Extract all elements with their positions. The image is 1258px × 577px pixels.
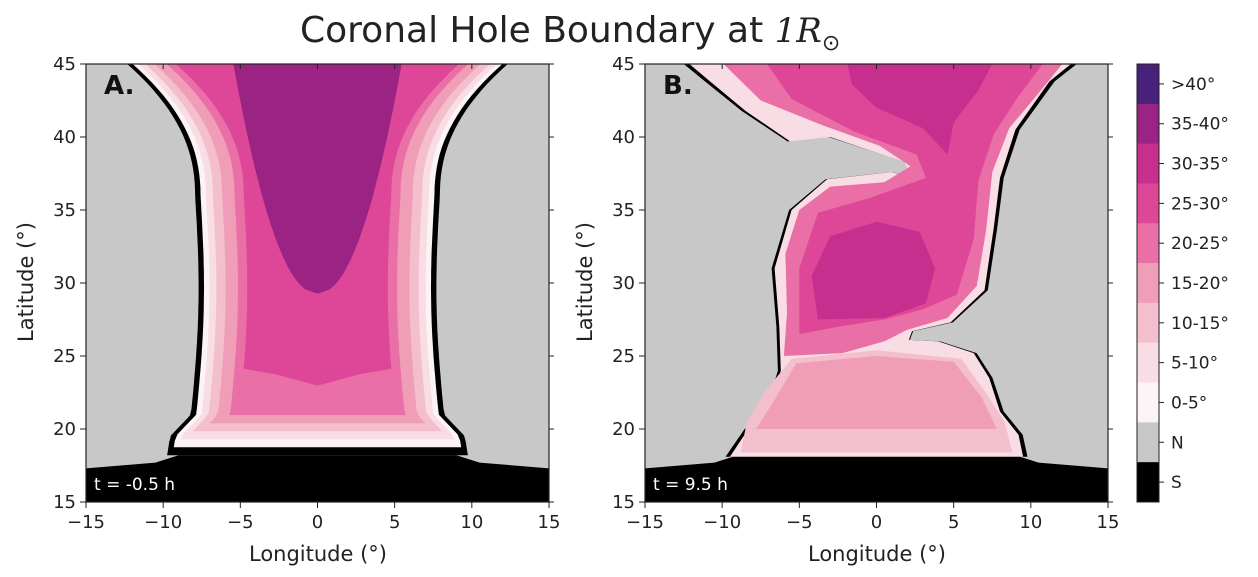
panel-b-xtick-label: 0 bbox=[871, 512, 882, 533]
panel-b-xtick-label: 15 bbox=[1097, 512, 1120, 533]
panel-b-ytick-label: 20 bbox=[612, 419, 635, 440]
colorbar-swatch bbox=[1137, 263, 1159, 304]
colorbar-label: 10-15° bbox=[1171, 314, 1229, 334]
panel-b-xtick-label: −15 bbox=[626, 512, 664, 533]
chart-title-math: 1R bbox=[775, 11, 822, 51]
panel-b-ytick-label: 35 bbox=[612, 200, 635, 221]
colorbar-label: 15-20° bbox=[1171, 274, 1229, 294]
colorbar-label: S bbox=[1171, 473, 1182, 493]
panel-a-plot-area: t = -0.5 h A. −15 −10 −5 0 5 10 15 15 20 25 30 35 40 45 bbox=[53, 54, 560, 533]
colorbar-label: 35-40° bbox=[1171, 115, 1229, 135]
colorbar-swatch bbox=[1137, 382, 1159, 423]
colorbar-label: 25-30° bbox=[1171, 194, 1229, 214]
panel-b-ytick-label: 45 bbox=[612, 54, 635, 75]
panel-b-field bbox=[645, 64, 1108, 502]
colorbar-label: 30-35° bbox=[1171, 155, 1229, 175]
panel-a-ytick-label: 40 bbox=[53, 127, 76, 148]
panel-b-xlabel: Longitude (°) bbox=[808, 542, 946, 566]
panel-a-xtick-label: 15 bbox=[538, 512, 561, 533]
panel-a-s-region bbox=[86, 455, 549, 502]
colorbar-swatch bbox=[1137, 342, 1159, 384]
panel-b-xtick-label: −5 bbox=[786, 512, 813, 533]
colorbar-frame bbox=[1136, 63, 1160, 503]
panel-a: Latitude (°) Longitude (°) t = -0.5 h A. −… bbox=[14, 54, 560, 566]
colorbar-swatch bbox=[1137, 302, 1159, 344]
panel-b-xtick-label: 10 bbox=[1019, 512, 1042, 533]
panel-a-ytick-label: 30 bbox=[53, 273, 76, 294]
panel-a-time-label: t = -0.5 h bbox=[94, 475, 175, 495]
chart-title: Coronal Hole Boundary at 1R⊙ bbox=[300, 10, 840, 56]
panel-b-ylabel: Latitude (°) bbox=[573, 222, 597, 342]
panel-a-ytick-label: 45 bbox=[53, 54, 76, 75]
colorbar-swatch bbox=[1137, 422, 1159, 463]
panel-b-band-15-20 bbox=[756, 356, 997, 429]
panel-a-xtick-label: −10 bbox=[144, 512, 182, 533]
panel-b-ytick-label: 40 bbox=[612, 127, 635, 148]
panel-a-xtick-label: 0 bbox=[312, 512, 323, 533]
panel-b-plot-area: t = 9.5 h B. −15 −10 −5 0 5 10 15 15 20 25 30 35 40 45 bbox=[612, 54, 1119, 533]
panel-b-ytick-label: 15 bbox=[612, 492, 635, 513]
panel-b-band-30-35-upper bbox=[847, 64, 993, 155]
panel-b-time-label: t = 9.5 h bbox=[653, 475, 728, 495]
panel-b: Latitude (°) Longitude (°) t = 9.5 h B. −1… bbox=[573, 54, 1119, 566]
colorbar-swatch bbox=[1137, 462, 1159, 503]
chart-title-text: Coronal Hole Boundary at bbox=[300, 10, 775, 51]
panel-a-ytick-label: 35 bbox=[53, 200, 76, 221]
colorbar-label: 20-25° bbox=[1171, 234, 1229, 254]
panel-a-ylabel: Latitude (°) bbox=[14, 222, 38, 342]
panel-a-xtick-label: 5 bbox=[389, 512, 400, 533]
colorbar: >40° 35-40° 30-35° 25-30° 20-25° 15-20° 10-15°… bbox=[1136, 63, 1229, 503]
panel-a-ytick-label: 15 bbox=[53, 492, 76, 513]
panel-a-ytick-label: 25 bbox=[53, 346, 76, 367]
panel-b-xtick-label: −10 bbox=[703, 512, 741, 533]
panel-a-xtick-label: −5 bbox=[227, 512, 254, 533]
panel-b-band-30-35-core bbox=[811, 221, 936, 320]
panel-a-xtick-label: 10 bbox=[460, 512, 483, 533]
colorbar-swatch bbox=[1137, 64, 1159, 105]
colorbar-label: >40° bbox=[1171, 75, 1215, 95]
colorbar-swatch bbox=[1137, 183, 1159, 224]
chart-title-subscript: ⊙ bbox=[822, 31, 840, 56]
panel-b-letter: B. bbox=[663, 71, 693, 101]
panel-a-ytick-label: 20 bbox=[53, 419, 76, 440]
colorbar-label: 0-5° bbox=[1171, 393, 1207, 413]
colorbar-label: 5-10° bbox=[1171, 354, 1218, 374]
colorbar-label: N bbox=[1171, 433, 1184, 453]
panel-b-ytick-label: 30 bbox=[612, 273, 635, 294]
panel-b-s-region bbox=[645, 455, 1108, 502]
panel-a-xtick-label: −15 bbox=[67, 512, 105, 533]
panel-b-xtick-label: 5 bbox=[948, 512, 959, 533]
colorbar-swatch bbox=[1137, 143, 1159, 184]
panel-a-band-30-35 bbox=[233, 64, 402, 294]
colorbar-swatch bbox=[1137, 223, 1159, 264]
colorbar-swatch bbox=[1137, 103, 1159, 145]
panel-a-letter: A. bbox=[104, 71, 134, 101]
panel-a-xlabel: Longitude (°) bbox=[249, 542, 387, 566]
panel-b-ytick-label: 25 bbox=[612, 346, 635, 367]
panel-a-field bbox=[86, 64, 549, 502]
